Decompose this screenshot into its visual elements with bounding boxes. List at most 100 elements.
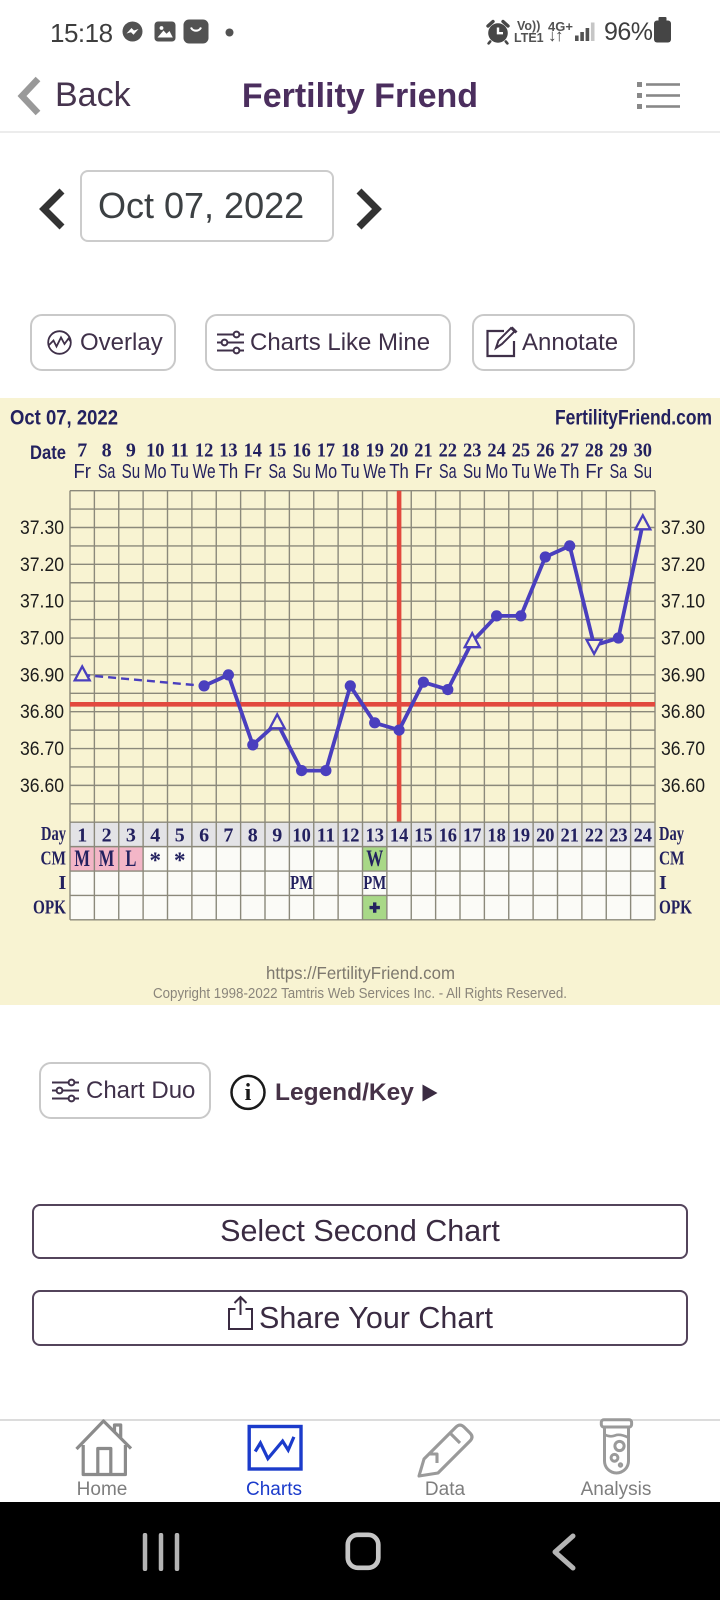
svg-text:15: 15 bbox=[268, 439, 286, 461]
svg-text:36.90: 36.90 bbox=[661, 665, 705, 686]
svg-text:Fr: Fr bbox=[244, 460, 262, 483]
svg-text:9: 9 bbox=[272, 824, 282, 846]
svg-text:14: 14 bbox=[390, 824, 408, 846]
svg-text:4: 4 bbox=[150, 824, 160, 846]
svg-text:OPK: OPK bbox=[33, 896, 66, 918]
svg-text:37.30: 37.30 bbox=[20, 518, 64, 539]
svg-text:Mo: Mo bbox=[315, 460, 338, 483]
svg-text:I: I bbox=[659, 872, 667, 894]
svg-text:17: 17 bbox=[463, 824, 481, 846]
svg-text:12: 12 bbox=[195, 439, 213, 461]
svg-text:1: 1 bbox=[77, 824, 87, 846]
svg-text:19: 19 bbox=[366, 439, 384, 461]
svg-text:16: 16 bbox=[292, 439, 310, 461]
svg-text:7: 7 bbox=[77, 439, 87, 461]
svg-text:7: 7 bbox=[223, 824, 233, 846]
svg-text:30: 30 bbox=[634, 439, 652, 461]
svg-text:22: 22 bbox=[585, 824, 603, 846]
svg-text:20: 20 bbox=[536, 824, 554, 846]
svg-text:5: 5 bbox=[175, 824, 185, 846]
svg-text:Mo: Mo bbox=[144, 460, 167, 483]
svg-text:Day: Day bbox=[659, 823, 684, 845]
svg-text:Sa: Sa bbox=[98, 460, 116, 483]
svg-text:Su: Su bbox=[634, 460, 653, 483]
svg-text:I: I bbox=[59, 872, 67, 894]
svg-text:17: 17 bbox=[317, 439, 335, 461]
svg-text:15: 15 bbox=[414, 824, 432, 846]
svg-text:Th: Th bbox=[219, 460, 239, 483]
svg-text:36.70: 36.70 bbox=[20, 739, 64, 760]
svg-text:19: 19 bbox=[512, 824, 530, 846]
svg-text:Tu: Tu bbox=[341, 460, 360, 483]
svg-text:L: L bbox=[125, 846, 136, 871]
svg-text:*: * bbox=[174, 848, 186, 873]
svg-text:Su: Su bbox=[122, 460, 141, 483]
svg-text:We: We bbox=[193, 460, 216, 483]
svg-text:6: 6 bbox=[199, 824, 209, 846]
svg-text:Th: Th bbox=[389, 460, 409, 483]
svg-text:Copyright 1998-2022 Tamtris We: Copyright 1998-2022 Tamtris Web Services… bbox=[153, 986, 567, 1002]
svg-text:Oct 07, 2022: Oct 07, 2022 bbox=[10, 407, 118, 430]
svg-text:M: M bbox=[99, 846, 115, 871]
svg-text:37.10: 37.10 bbox=[661, 592, 705, 613]
svg-text:2: 2 bbox=[102, 824, 112, 846]
svg-text:21: 21 bbox=[414, 439, 432, 461]
svg-text:i: i bbox=[245, 1080, 252, 1106]
svg-text:Sa: Sa bbox=[439, 460, 457, 483]
svg-text:36.90: 36.90 bbox=[20, 665, 64, 686]
svg-text:Fr: Fr bbox=[415, 460, 433, 483]
svg-text:11: 11 bbox=[317, 824, 335, 846]
svg-text:9: 9 bbox=[126, 439, 136, 461]
svg-text:8: 8 bbox=[248, 824, 258, 846]
svg-text:36.60: 36.60 bbox=[661, 776, 705, 797]
svg-text:13: 13 bbox=[219, 439, 237, 461]
svg-text:CM: CM bbox=[659, 848, 685, 870]
svg-text:Tu: Tu bbox=[170, 460, 189, 483]
svg-text:18: 18 bbox=[341, 439, 359, 461]
svg-text:Mo: Mo bbox=[485, 460, 508, 483]
svg-text:We: We bbox=[534, 460, 557, 483]
svg-text:Fr: Fr bbox=[73, 460, 91, 483]
svg-text:Day: Day bbox=[41, 823, 66, 845]
svg-text:OPK: OPK bbox=[659, 896, 692, 918]
svg-text:https://FertilityFriend.com: https://FertilityFriend.com bbox=[266, 963, 455, 983]
svg-text:10: 10 bbox=[292, 824, 310, 846]
svg-text:27: 27 bbox=[561, 439, 579, 461]
svg-text:24: 24 bbox=[634, 824, 652, 846]
svg-text:Sa: Sa bbox=[268, 460, 286, 483]
svg-text:28: 28 bbox=[585, 439, 603, 461]
svg-text:Tu: Tu bbox=[512, 460, 531, 483]
svg-text:Su: Su bbox=[463, 460, 482, 483]
svg-text:36.60: 36.60 bbox=[20, 776, 64, 797]
svg-text:22: 22 bbox=[439, 439, 457, 461]
svg-text:37.30: 37.30 bbox=[661, 518, 705, 539]
svg-text:37.00: 37.00 bbox=[661, 629, 705, 650]
svg-text:24: 24 bbox=[487, 439, 505, 461]
svg-text:Sa: Sa bbox=[610, 460, 628, 483]
svg-text:37.10: 37.10 bbox=[20, 592, 64, 613]
svg-text:We: We bbox=[363, 460, 386, 483]
svg-text:*: * bbox=[150, 848, 162, 873]
svg-text:10: 10 bbox=[146, 439, 164, 461]
svg-text:Th: Th bbox=[560, 460, 580, 483]
svg-text:23: 23 bbox=[463, 439, 481, 461]
svg-text:25: 25 bbox=[512, 439, 530, 461]
svg-text:11: 11 bbox=[171, 439, 189, 461]
svg-text:21: 21 bbox=[561, 824, 579, 846]
svg-text:23: 23 bbox=[609, 824, 627, 846]
svg-text:29: 29 bbox=[609, 439, 627, 461]
svg-text:36.80: 36.80 bbox=[661, 702, 705, 723]
svg-text:12: 12 bbox=[341, 824, 359, 846]
svg-text:36.70: 36.70 bbox=[661, 739, 705, 760]
svg-text:36.80: 36.80 bbox=[20, 702, 64, 723]
svg-text:Fr: Fr bbox=[585, 460, 603, 483]
svg-text:18: 18 bbox=[487, 824, 505, 846]
svg-text:W: W bbox=[366, 846, 383, 871]
svg-text:PM: PM bbox=[290, 873, 313, 894]
svg-text:37.00: 37.00 bbox=[20, 629, 64, 650]
svg-text:14: 14 bbox=[244, 439, 262, 461]
svg-text:16: 16 bbox=[439, 824, 457, 846]
svg-text:8: 8 bbox=[102, 439, 112, 461]
svg-text:26: 26 bbox=[536, 439, 554, 461]
svg-text:Date: Date bbox=[30, 443, 66, 464]
